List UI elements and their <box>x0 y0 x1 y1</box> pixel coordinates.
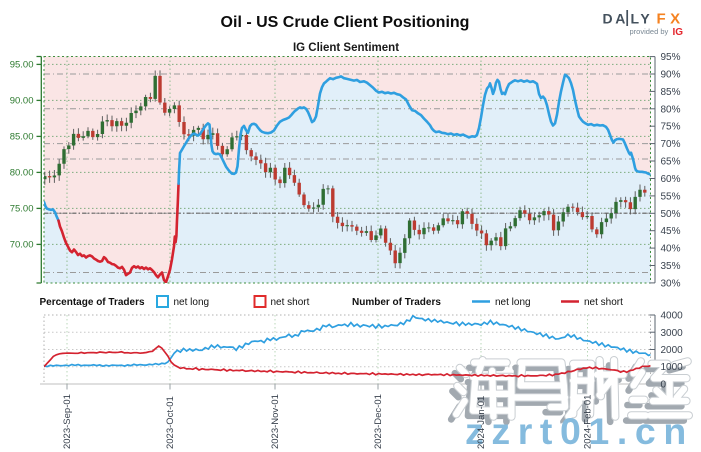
svg-text:4000: 4000 <box>661 311 684 322</box>
svg-text:Oil - US Crude Client Position: Oil - US Crude Client Positioning <box>221 14 470 31</box>
svg-text:75.00: 75.00 <box>10 204 34 215</box>
svg-text:85.00: 85.00 <box>10 132 34 143</box>
svg-text:95.00: 95.00 <box>10 60 34 71</box>
svg-text:60%: 60% <box>661 174 681 185</box>
svg-text:2024-Jan-01: 2024-Jan-01 <box>476 396 487 449</box>
svg-text:80.00: 80.00 <box>10 168 34 179</box>
svg-text:net short: net short <box>271 297 310 308</box>
svg-text:2023-Oct-01: 2023-Oct-01 <box>165 396 176 449</box>
svg-text:net long: net long <box>495 297 531 308</box>
svg-text:net short: net short <box>584 297 623 308</box>
svg-text:90%: 90% <box>661 70 681 81</box>
svg-text:80%: 80% <box>661 104 681 115</box>
svg-text:40%: 40% <box>661 244 681 255</box>
svg-text:35%: 35% <box>661 261 681 272</box>
svg-text:FX: FX <box>657 11 685 28</box>
svg-text:2024-Feb-01: 2024-Feb-01 <box>583 395 594 449</box>
svg-text:65%: 65% <box>661 157 681 168</box>
svg-text:zzrt01.cn: zzrt01.cn <box>465 410 694 452</box>
svg-text:85%: 85% <box>661 87 681 98</box>
svg-text:70%: 70% <box>661 139 681 150</box>
svg-text:zzrt01.cn: zzrt01.cn <box>461 414 690 452</box>
svg-text:2023-Sep-01: 2023-Sep-01 <box>62 394 73 449</box>
svg-text:2000: 2000 <box>661 345 684 356</box>
svg-text:2023-Dec-01: 2023-Dec-01 <box>373 394 384 449</box>
svg-text:0: 0 <box>661 380 667 391</box>
svg-text:3000: 3000 <box>661 328 684 339</box>
svg-text:IG: IG <box>673 27 684 38</box>
svg-text:95%: 95% <box>661 52 681 63</box>
svg-text:Number of Traders: Number of Traders <box>352 297 441 308</box>
svg-text:1000: 1000 <box>661 362 684 373</box>
svg-text:70.00: 70.00 <box>10 240 34 251</box>
svg-text:50%: 50% <box>661 209 681 220</box>
svg-text:provided by: provided by <box>630 27 669 36</box>
svg-text:2023-Nov-01: 2023-Nov-01 <box>270 394 281 449</box>
svg-text:30%: 30% <box>661 278 681 289</box>
svg-text:45%: 45% <box>661 226 681 237</box>
svg-text:DA: DA <box>603 11 628 27</box>
svg-text:net long: net long <box>174 297 210 308</box>
svg-text:55%: 55% <box>661 191 681 202</box>
svg-text:LY: LY <box>631 11 653 27</box>
svg-text:IG Client Sentiment: IG Client Sentiment <box>293 42 399 54</box>
svg-text:90.00: 90.00 <box>10 96 34 107</box>
svg-text:75%: 75% <box>661 122 681 133</box>
svg-text:Percentage of Traders: Percentage of Traders <box>40 297 145 308</box>
